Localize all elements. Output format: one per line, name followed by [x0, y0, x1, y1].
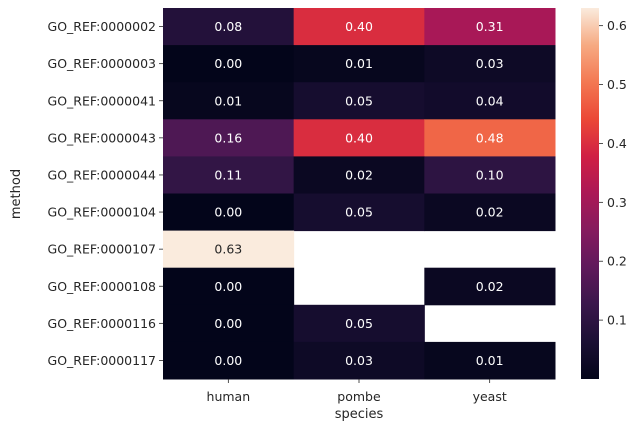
- x-axis: human pombe yeast: [207, 379, 507, 404]
- colorbar-tick-label: 0.2: [607, 254, 627, 269]
- heatmap-cell: [163, 193, 295, 232]
- cell-value-label: 0.31: [476, 19, 504, 34]
- heatmap-cell: [163, 304, 295, 343]
- y-tick-label: GO_REF:0000117: [48, 353, 156, 368]
- x-tick-label: human: [207, 389, 251, 404]
- heatmap-cell: [163, 82, 295, 120]
- cell-value-label: 0.01: [476, 353, 504, 368]
- heatmap-cell: [424, 82, 556, 120]
- heatmap-cell: [293, 82, 425, 120]
- cell-value-label: 0.63: [214, 242, 242, 257]
- y-axis: GO_REF:0000002 GO_REF:0000003 GO_REF:00000…: [48, 19, 163, 368]
- heatmap-cell: [424, 119, 556, 157]
- heatmap-cell: [293, 156, 425, 194]
- heatmap-cell: [424, 267, 556, 306]
- y-tick-label: GO_REF:0000044: [48, 167, 157, 182]
- heatmap-cell: [163, 45, 295, 83]
- cell-value-label: 0.02: [345, 167, 373, 182]
- x-axis-label: species: [335, 407, 384, 422]
- heatmap-cell: [293, 304, 425, 343]
- heatmap-cell: [163, 156, 295, 194]
- cell-value-label: 0.00: [214, 205, 242, 220]
- cell-value-label: 0.00: [214, 316, 242, 331]
- heatmap-cell: [293, 119, 425, 157]
- y-tick-label: GO_REF:0000041: [48, 93, 156, 108]
- colorbar-tick-label: 0.3: [607, 195, 627, 210]
- heatmap-cell: [163, 8, 295, 46]
- heatmap-cell: [293, 193, 425, 232]
- cell-value-label: 0.05: [345, 316, 373, 331]
- cell-value-label: 0.03: [476, 56, 504, 71]
- colorbar-tick-label: 0.1: [607, 313, 627, 328]
- y-tick-label: GO_REF:0000107: [48, 242, 156, 257]
- colorbar-tick-label: 0.6: [607, 18, 627, 33]
- y-tick-label: GO_REF:0000108: [48, 279, 157, 294]
- heatmap-cells: [163, 8, 556, 380]
- heatmap-cell: [163, 119, 295, 157]
- colorbar-tick-label: 0.4: [607, 136, 627, 151]
- y-tick-label: GO_REF:0000043: [48, 130, 156, 145]
- cell-value-label: 0.00: [214, 279, 242, 294]
- colorbar-tick-label: 0.5: [607, 77, 627, 92]
- x-tick-label: yeast: [473, 389, 507, 404]
- cell-value-label: 0.40: [345, 130, 373, 145]
- heatmap-cell: [293, 341, 425, 380]
- heatmap-cell: [293, 45, 425, 83]
- cell-value-label: 0.01: [214, 93, 242, 108]
- heatmap-cell: [424, 156, 556, 194]
- y-tick-label: GO_REF:0000116: [48, 316, 157, 331]
- y-axis-label: method: [9, 169, 24, 219]
- heatmap-cell: [424, 193, 556, 232]
- heatmap-cell: [163, 267, 295, 306]
- cell-value-label: 0.08: [214, 19, 242, 34]
- cell-value-label: 0.02: [476, 205, 504, 220]
- y-tick-label: GO_REF:0000104: [48, 205, 157, 220]
- cell-value-label: 0.01: [345, 56, 373, 71]
- heatmap-cell: [293, 8, 425, 46]
- heatmap-cell: [424, 341, 556, 380]
- cell-value-label: 0.00: [214, 353, 242, 368]
- y-tick-label: GO_REF:0000003: [48, 56, 156, 71]
- x-tick-label: pombe: [337, 389, 381, 404]
- cell-value-label: 0.48: [476, 130, 504, 145]
- cell-value-label: 0.11: [214, 167, 242, 182]
- colorbar: 0.1 0.2 0.3 0.4 0.5 0.6: [581, 8, 627, 379]
- colorbar-gradient: [581, 8, 599, 379]
- cell-value-label: 0.00: [214, 56, 242, 71]
- cell-value-label: 0.16: [214, 130, 242, 145]
- heatmap-cell: [424, 45, 556, 83]
- cell-value-label: 0.03: [345, 353, 373, 368]
- y-tick-label: GO_REF:0000002: [48, 19, 156, 34]
- cell-value-label: 0.02: [476, 279, 504, 294]
- heatmap-cell-labels: 0.08 0.40 0.31 0.00 0.01 0.03 0.01 0.05 0.04 0.16…: [214, 19, 503, 368]
- heatmap-cell: [163, 230, 295, 269]
- heatmap-cell: [163, 341, 295, 380]
- cell-value-label: 0.40: [345, 19, 373, 34]
- cell-value-label: 0.10: [476, 167, 504, 182]
- heatmap-cell: [424, 8, 556, 46]
- cell-value-label: 0.04: [476, 93, 504, 108]
- cell-value-label: 0.05: [345, 93, 373, 108]
- cell-value-label: 0.05: [345, 205, 373, 220]
